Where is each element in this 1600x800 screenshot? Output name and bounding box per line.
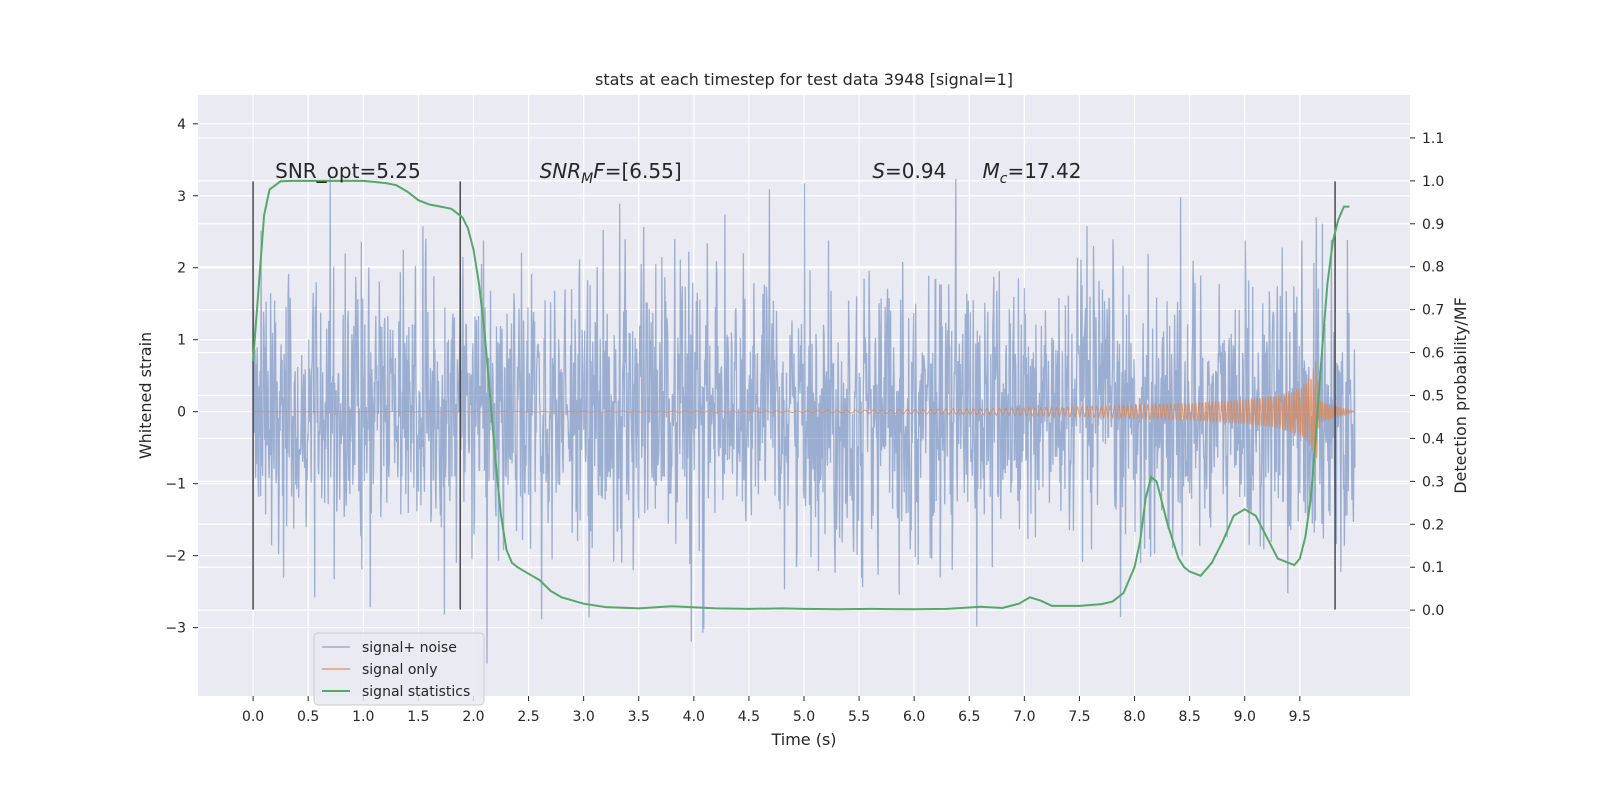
y-tick-label: 1 (177, 333, 186, 349)
y-right-tick-label: 0.4 (1422, 431, 1444, 447)
signal-noise-line (252, 175, 1356, 664)
legend: signal+ noise signal only signal statistic… (313, 632, 485, 706)
x-tick-label: 0.0 (242, 709, 264, 725)
x-tick-label: 6.5 (958, 709, 980, 725)
x-axis-label: Time (s) (770, 730, 836, 749)
y-right-tick-label: 0.8 (1422, 260, 1444, 276)
x-tick-label: 5.0 (793, 709, 815, 725)
annotations: SNR_opt=5.25 SNRMF=[6.55] S=0.94 Mc=17.42 (275, 159, 1081, 187)
y-tick-label: −3 (165, 621, 186, 637)
annotation-text: SNR_opt=5.25 (275, 159, 421, 183)
legend-label: signal statistics (362, 684, 470, 700)
x-tick-label: 1.5 (407, 709, 429, 725)
y-right-tick-label: 0.7 (1422, 303, 1444, 319)
y-right-tick-label: 0.9 (1422, 217, 1444, 233)
series-signal-statistics (252, 179, 1350, 611)
y-right-tick-label: 0.3 (1422, 474, 1444, 490)
x-tick-label: 5.5 (848, 709, 870, 725)
x-tick-label: 6.0 (903, 709, 925, 725)
chart-title: stats at each timestep for test data 394… (595, 70, 1013, 89)
y-right-tick-label: 1.0 (1422, 174, 1444, 190)
x-tick-label: 3.0 (573, 709, 595, 725)
legend-label: signal only (362, 662, 437, 678)
signal-only-line (253, 360, 1356, 460)
legend-box (313, 632, 485, 706)
x-tick-label: 7.5 (1068, 709, 1090, 725)
x-tick-label: 4.5 (738, 709, 760, 725)
annotation-text: SNRMF=[6.55] (540, 159, 682, 187)
y-right-tick-label: 0.1 (1422, 560, 1444, 576)
x-tick-label: 2.5 (517, 709, 539, 725)
x-tick-label: 2.0 (462, 709, 484, 725)
annotation-text: Mc=17.42 (982, 159, 1081, 187)
series-signal-only (253, 360, 1356, 460)
x-tick-label: 9.0 (1234, 709, 1256, 725)
y-right-tick-label: 0.5 (1422, 389, 1444, 405)
series-signal-noise (252, 175, 1356, 664)
x-tick-label: 3.5 (628, 709, 650, 725)
y-right-tick-label: 1.1 (1422, 131, 1444, 147)
y-axis-label-right: Detection probability/MF (1451, 297, 1470, 494)
signal-statistics-line (252, 179, 1350, 611)
y-right-tick-label: 0.6 (1422, 346, 1444, 362)
x-tick-label: 8.0 (1123, 709, 1145, 725)
annotation-text: S=0.94 (872, 159, 946, 183)
x-tick-label: 4.0 (683, 709, 705, 725)
y-right-tick-label: 0.0 (1422, 603, 1444, 619)
vertical-marker-lines (252, 181, 1336, 610)
y-tick-label: 3 (177, 189, 186, 205)
legend-label: signal+ noise (362, 640, 457, 656)
y-axis-label: Whitened strain (136, 332, 155, 459)
x-tick-label: 0.5 (297, 709, 319, 725)
x-tick-label: 9.5 (1289, 709, 1311, 725)
x-tick-label: 7.0 (1013, 709, 1035, 725)
axis-ticks: 0.0 0.5 1.0 1.5 2.0 2.5 3.0 3.5 4.0 4.5 5.0 5.5 6.0 6… (165, 117, 1444, 725)
x-tick-label: 1.0 (352, 709, 374, 725)
y-tick-label: 0 (177, 405, 186, 421)
x-tick-label: 8.5 (1179, 709, 1201, 725)
y-tick-label: 4 (177, 117, 186, 133)
y-tick-label: −1 (165, 477, 186, 493)
y-right-tick-label: 0.2 (1422, 517, 1444, 533)
y-tick-label: −2 (165, 549, 186, 565)
y-tick-label: 2 (177, 261, 186, 277)
